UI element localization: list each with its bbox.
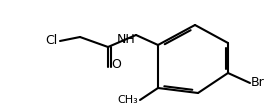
Text: CH₃: CH₃ [117, 95, 138, 105]
Text: Br: Br [251, 76, 265, 90]
Text: Cl: Cl [46, 34, 58, 48]
Text: O: O [111, 58, 121, 71]
Text: NH: NH [116, 33, 135, 46]
